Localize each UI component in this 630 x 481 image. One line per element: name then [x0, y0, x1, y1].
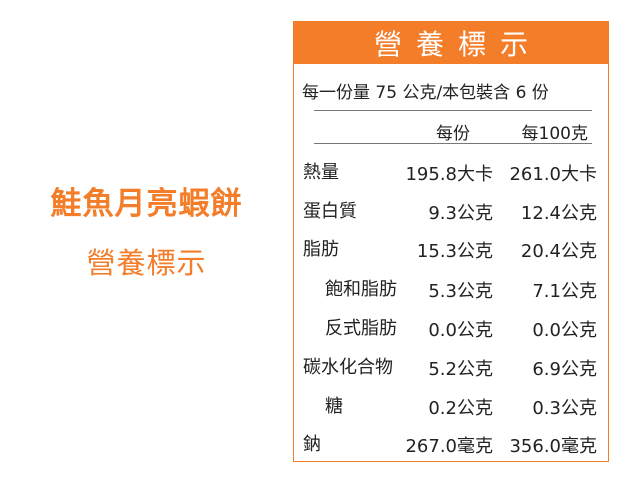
per-serving-value: 195.8大卡: [405, 164, 493, 185]
nutrient-name: 脂肪: [303, 239, 339, 260]
per-100g-value: 261.0大卡: [509, 164, 597, 185]
serving-info: 每一份量 75 公克/本包裝含 6 份: [302, 83, 549, 103]
per-serving-value: 15.3公克: [416, 241, 493, 262]
nutrient-name: 糖: [325, 396, 343, 417]
nutrient-row: 蛋白質 9.3公克 12.4公克: [294, 197, 608, 227]
per-100g-value: 7.1公克: [532, 281, 597, 302]
col-per-serving: 每份: [436, 124, 470, 144]
nutrient-name: 反式脂肪: [325, 318, 397, 339]
per-100g-value: 6.9公克: [532, 359, 597, 380]
nutrient-name: 鈉: [303, 434, 321, 455]
col-per-100g: 每100克: [521, 124, 588, 144]
nutrient-row: 脂肪 15.3公克 20.4公克: [294, 235, 608, 265]
per-serving-value: 5.2公克: [428, 359, 493, 380]
per-serving-value: 0.0公克: [428, 320, 493, 341]
nutrient-row: 糖 0.2公克 0.3公克: [294, 392, 608, 422]
nutrient-name: 熱量: [303, 162, 339, 183]
per-100g-value: 20.4公克: [520, 241, 597, 262]
nutrient-row: 碳水化合物 5.2公克 6.9公克: [294, 353, 608, 383]
nutrient-row: 反式脂肪 0.0公克 0.0公克: [294, 314, 608, 344]
per-serving-value: 267.0毫克: [405, 436, 493, 457]
product-subtitle: 營養標示: [86, 246, 207, 280]
nutrient-row: 熱量 195.8大卡 261.0大卡: [294, 158, 608, 188]
nutrient-name: 蛋白質: [303, 201, 357, 222]
per-serving-value: 0.2公克: [428, 398, 493, 419]
product-name: 鮭魚月亮蝦餅: [50, 186, 243, 222]
label-title: 營養標示: [294, 22, 608, 64]
divider: [314, 110, 592, 111]
per-serving-value: 9.3公克: [428, 203, 493, 224]
per-100g-value: 12.4公克: [520, 203, 597, 224]
divider: [314, 143, 592, 144]
nutrient-name: 飽和脂肪: [325, 279, 397, 300]
per-serving-value: 5.3公克: [428, 281, 493, 302]
per-100g-value: 0.0公克: [532, 320, 597, 341]
per-100g-value: 356.0毫克: [509, 436, 597, 457]
nutrient-row: 鈉 267.0毫克 356.0毫克: [294, 430, 608, 460]
nutrient-row: 飽和脂肪 5.3公克 7.1公克: [294, 275, 608, 305]
per-100g-value: 0.3公克: [532, 398, 597, 419]
nutrition-label: 營養標示 每一份量 75 公克/本包裝含 6 份 每份 每100克 熱量 195.…: [293, 21, 609, 462]
nutrient-name: 碳水化合物: [303, 357, 393, 378]
